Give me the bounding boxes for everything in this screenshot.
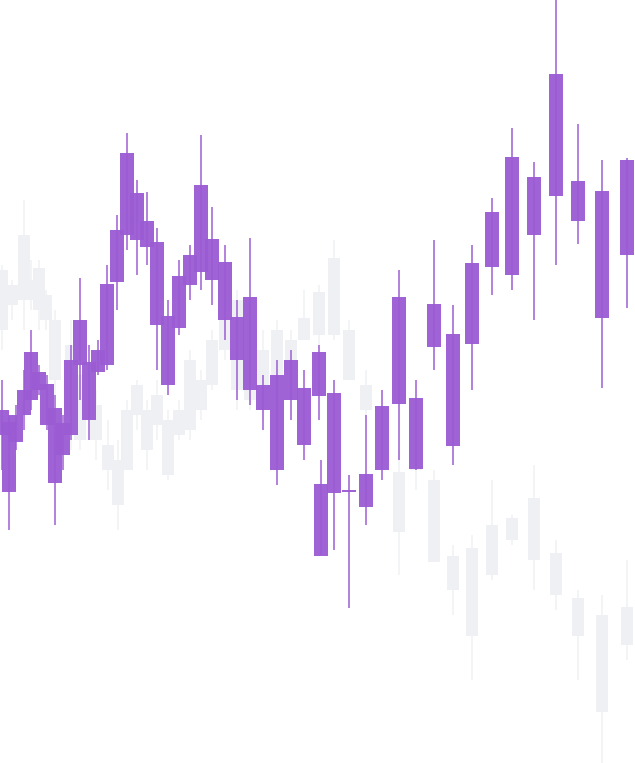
- candle-body: [446, 334, 460, 446]
- candle-body: [392, 297, 406, 404]
- candle-body: [206, 340, 218, 385]
- candle-body: [393, 472, 405, 532]
- candle-body: [466, 548, 478, 636]
- candle-body: [161, 316, 175, 385]
- candle-body: [270, 375, 284, 470]
- candle-body: [549, 74, 563, 196]
- candle-body: [140, 221, 154, 247]
- candle-body: [428, 480, 440, 562]
- candle-body: [40, 295, 52, 320]
- candle-body: [230, 317, 244, 360]
- candle-body: [194, 185, 208, 272]
- candle-body: [150, 242, 164, 325]
- candle-body: [595, 191, 609, 318]
- candle-body: [162, 420, 174, 475]
- candle-body: [100, 284, 114, 365]
- candle-body: [284, 360, 298, 400]
- candle-body: [6, 285, 18, 305]
- candle-body: [360, 385, 372, 410]
- candle-body: [486, 525, 498, 575]
- candle-body: [102, 445, 114, 470]
- candle-body: [342, 490, 356, 492]
- candle-body: [131, 385, 143, 415]
- candle-body: [172, 276, 186, 328]
- candle-body: [183, 255, 197, 285]
- candle-body: [313, 292, 325, 335]
- candle-body: [173, 410, 185, 435]
- candle-body: [572, 598, 584, 636]
- candle-body: [359, 474, 373, 507]
- candle-body: [527, 177, 541, 235]
- candle-body: [64, 360, 78, 435]
- candle-body: [447, 556, 459, 590]
- candle-body: [73, 320, 87, 365]
- candle-body: [184, 360, 196, 430]
- candle-body: [9, 415, 23, 442]
- candle-body: [550, 553, 562, 595]
- candle-body: [205, 239, 219, 280]
- candle-body: [571, 181, 585, 221]
- candle-body: [312, 352, 326, 396]
- candle-body: [505, 157, 519, 275]
- candle-body: [218, 262, 232, 320]
- candle-body: [112, 460, 124, 505]
- candle-body: [465, 263, 479, 344]
- candle-body: [485, 212, 499, 267]
- candle-body: [328, 258, 340, 335]
- candle-body: [596, 615, 608, 712]
- candle-body: [297, 388, 311, 445]
- candle-body: [256, 385, 270, 410]
- candle-body: [621, 607, 633, 645]
- candle-body: [49, 320, 61, 380]
- candle-body: [314, 484, 328, 556]
- candle-body: [343, 330, 355, 380]
- candle-body: [110, 230, 124, 282]
- candle-body: [141, 410, 153, 450]
- candle-body: [409, 398, 423, 469]
- candle-body: [195, 380, 207, 410]
- candle-body: [506, 518, 518, 540]
- candle-body: [151, 395, 163, 425]
- candle-body: [121, 410, 133, 470]
- candle-body: [243, 297, 257, 390]
- candle-body: [0, 270, 8, 330]
- candle-body: [298, 318, 310, 340]
- candle-body: [82, 362, 96, 420]
- candle-body: [375, 406, 389, 470]
- candle-body: [620, 160, 634, 255]
- candle-body: [327, 393, 341, 493]
- candle-body: [528, 498, 540, 560]
- candle-body: [427, 304, 441, 347]
